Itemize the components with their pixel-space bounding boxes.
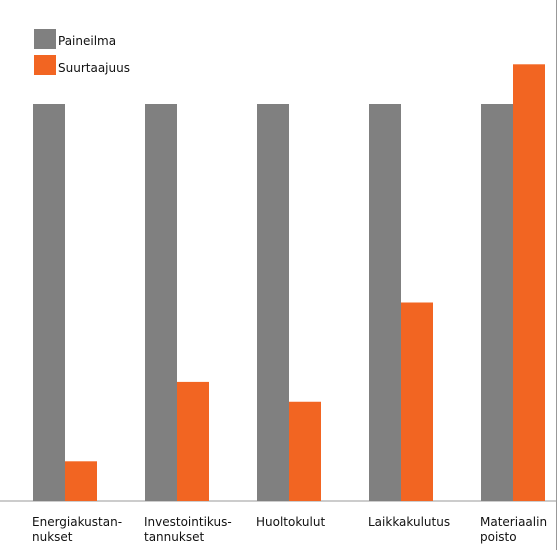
category-label-investointikustannukset: Investointikus-tannukset bbox=[144, 515, 232, 544]
category-label-energiakustannukset: Energiakustan-nukset bbox=[32, 515, 123, 544]
bar-suurtaajuus-2 bbox=[289, 401, 321, 501]
legend-label-suurtaajuus: Suurtaajuus bbox=[58, 61, 130, 75]
bar-paineilma-2 bbox=[257, 104, 289, 501]
bar-paineilma-3 bbox=[369, 104, 401, 501]
bar-suurtaajuus-3 bbox=[401, 302, 433, 501]
legend-swatch-paineilma bbox=[34, 29, 56, 49]
category-label-laikkakulutus: Laikkakulutus bbox=[368, 515, 451, 529]
legend: Paineilma Suurtaajuus bbox=[34, 29, 130, 75]
bar-paineilma-4 bbox=[481, 104, 513, 501]
legend-label-paineilma: Paineilma bbox=[58, 34, 116, 48]
category-label-materiaalin-poisto: Materiaalin poisto bbox=[480, 515, 548, 544]
legend-swatch-suurtaajuus bbox=[34, 55, 56, 75]
bar-suurtaajuus-0 bbox=[65, 461, 97, 501]
bar-paineilma-0 bbox=[33, 104, 65, 501]
bar-suurtaajuus-4 bbox=[513, 64, 545, 502]
bar-paineilma-1 bbox=[145, 104, 177, 501]
bar-suurtaajuus-1 bbox=[177, 381, 209, 501]
category-label-huoltokulut: Huoltokulut bbox=[256, 515, 326, 529]
